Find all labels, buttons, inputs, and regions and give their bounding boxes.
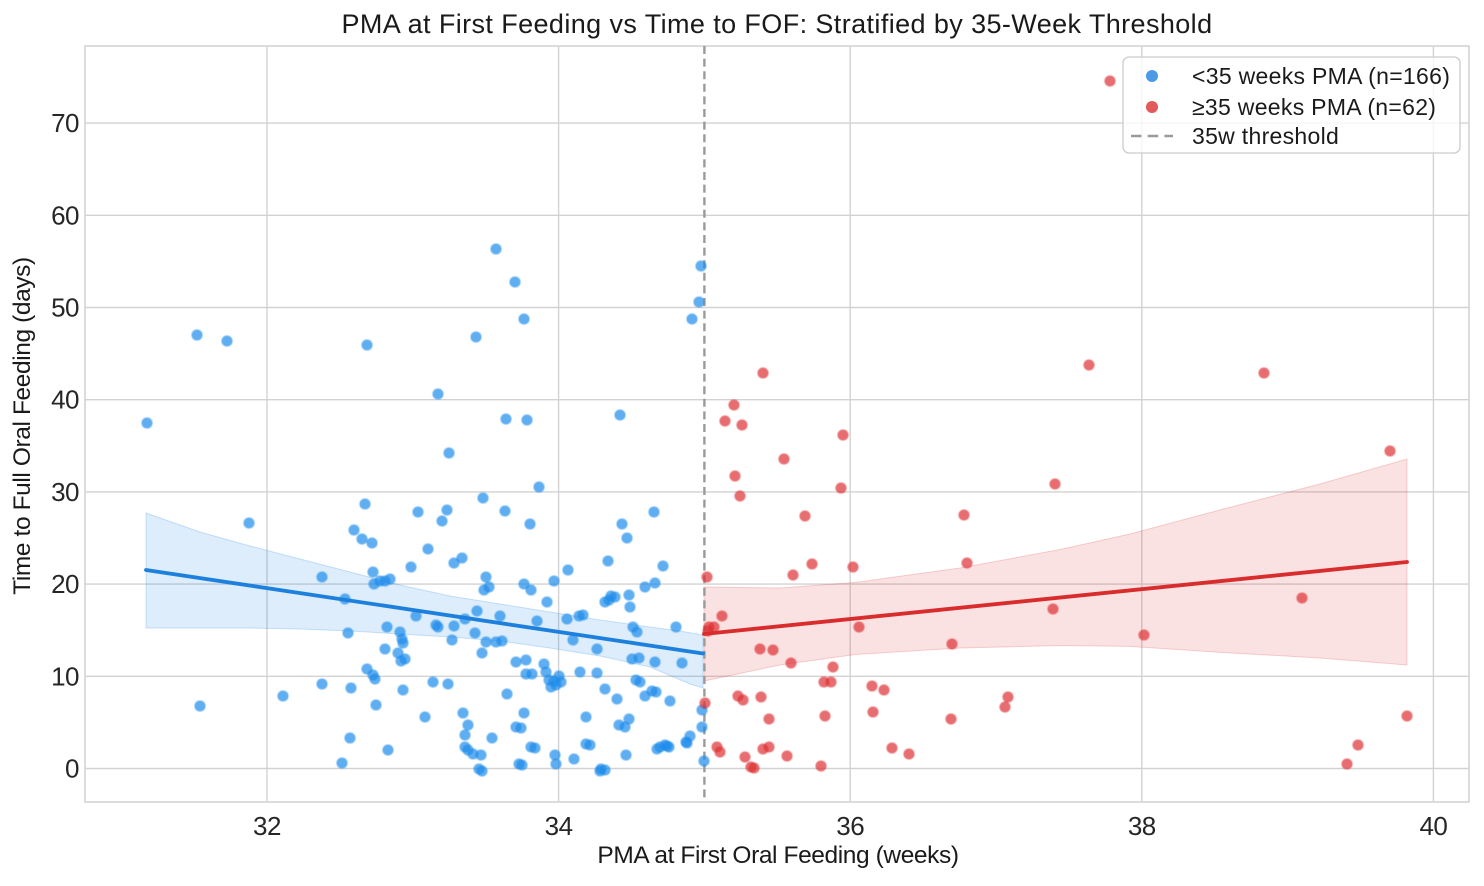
svg-text:32: 32 xyxy=(253,811,281,841)
svg-text:50: 50 xyxy=(51,293,79,323)
svg-text:30: 30 xyxy=(51,477,79,507)
svg-text:40: 40 xyxy=(51,385,79,415)
svg-text:40: 40 xyxy=(1419,811,1447,841)
svg-text:PMA at First Feeding vs Time t: PMA at First Feeding vs Time to FOF: Str… xyxy=(341,9,1212,39)
svg-text:≥35 weeks PMA (n=62): ≥35 weeks PMA (n=62) xyxy=(1192,94,1436,120)
svg-text:0: 0 xyxy=(65,754,79,784)
svg-text:10: 10 xyxy=(51,661,79,691)
svg-text:PMA at First Oral Feeding (wee: PMA at First Oral Feeding (weeks) xyxy=(597,842,958,869)
svg-text:60: 60 xyxy=(51,200,79,230)
svg-text:35w threshold: 35w threshold xyxy=(1192,123,1339,149)
svg-text:36: 36 xyxy=(836,811,864,841)
svg-text:20: 20 xyxy=(51,569,79,599)
svg-text:Time to Full Oral Feeding (day: Time to Full Oral Feeding (days) xyxy=(9,257,36,595)
svg-text:70: 70 xyxy=(51,108,79,138)
svg-text:34: 34 xyxy=(545,811,573,841)
svg-text:<35 weeks PMA (n=166): <35 weeks PMA (n=166) xyxy=(1192,63,1450,89)
svg-text:38: 38 xyxy=(1128,811,1156,841)
